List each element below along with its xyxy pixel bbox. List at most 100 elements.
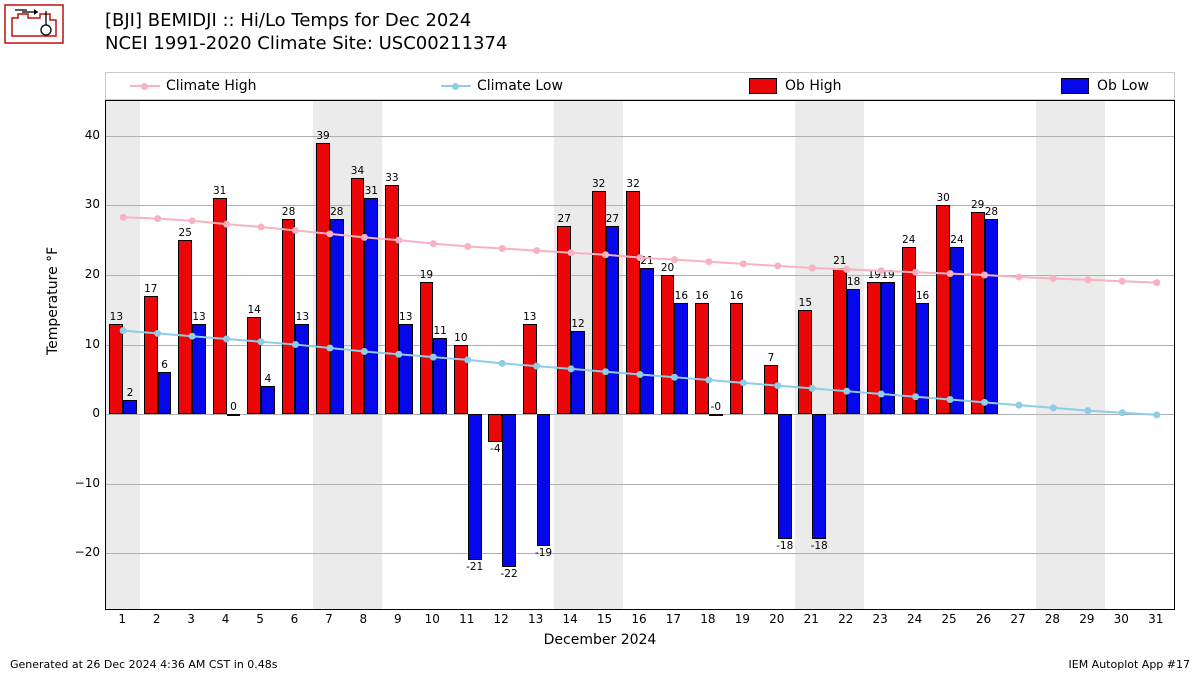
ob-high-bar bbox=[902, 247, 916, 414]
ob-low-bar bbox=[468, 414, 482, 560]
ob-low-bar bbox=[571, 331, 585, 415]
bar-value-label: 13 bbox=[192, 311, 205, 323]
x-tick-label: 12 bbox=[494, 612, 509, 626]
x-tick-label: 10 bbox=[425, 612, 440, 626]
x-tick-label: 19 bbox=[735, 612, 750, 626]
bar-value-label: 27 bbox=[606, 213, 619, 225]
ob-low-bar bbox=[950, 247, 964, 414]
x-tick-label: 8 bbox=[360, 612, 368, 626]
ob-low-bar bbox=[881, 282, 895, 414]
x-tick-label: 11 bbox=[459, 612, 474, 626]
x-tick-label: 17 bbox=[666, 612, 681, 626]
bar-value-label: -19 bbox=[535, 547, 552, 559]
ob-high-bar bbox=[247, 317, 261, 414]
ob-low-bar bbox=[674, 303, 688, 414]
ob-low-bar bbox=[502, 414, 516, 567]
x-tick-label: 3 bbox=[187, 612, 195, 626]
x-tick-label: 21 bbox=[804, 612, 819, 626]
ob-high-bar bbox=[764, 365, 778, 414]
ob-high-bar bbox=[488, 414, 502, 442]
legend: Climate High Climate Low Ob High Ob Low bbox=[105, 72, 1175, 100]
y-tick-label: 10 bbox=[60, 337, 100, 351]
y-tick-label: −10 bbox=[60, 476, 100, 490]
bar-value-label: 24 bbox=[902, 234, 915, 246]
legend-climate-low: Climate Low bbox=[441, 78, 563, 94]
bar-value-label: 7 bbox=[768, 352, 775, 364]
x-tick-label: 24 bbox=[907, 612, 922, 626]
bar-value-label: 16 bbox=[675, 290, 688, 302]
legend-label: Ob High bbox=[785, 78, 842, 94]
ob-high-bar bbox=[798, 310, 812, 414]
bar-value-label: 17 bbox=[144, 283, 157, 295]
ob-high-bar bbox=[661, 275, 675, 414]
x-tick-label: 30 bbox=[1114, 612, 1129, 626]
bar-value-label: 2 bbox=[127, 387, 134, 399]
bar-value-label: 11 bbox=[433, 325, 446, 337]
bar-value-label: 21 bbox=[640, 255, 653, 267]
x-tick-label: 20 bbox=[769, 612, 784, 626]
x-tick-label: 25 bbox=[941, 612, 956, 626]
ob-low-bar bbox=[364, 198, 378, 414]
bar-value-label: -0 bbox=[711, 401, 721, 413]
gridline bbox=[106, 414, 1174, 415]
x-tick-label: 9 bbox=[394, 612, 402, 626]
y-tick-label: 20 bbox=[60, 267, 100, 281]
ob-high-bar bbox=[316, 143, 330, 414]
bar-value-label: 39 bbox=[316, 130, 329, 142]
chart-title: [BJI] BEMIDJI :: Hi/Lo Temps for Dec 202… bbox=[105, 10, 507, 55]
ob-high-bar bbox=[730, 303, 744, 414]
bar-value-label: 29 bbox=[971, 199, 984, 211]
title-line-1: [BJI] BEMIDJI :: Hi/Lo Temps for Dec 202… bbox=[105, 10, 507, 33]
x-tick-label: 28 bbox=[1045, 612, 1060, 626]
ob-low-bar bbox=[227, 414, 241, 416]
x-tick-label: 7 bbox=[325, 612, 333, 626]
x-tick-label: 4 bbox=[222, 612, 230, 626]
bar-value-label: 24 bbox=[950, 234, 963, 246]
x-tick-label: 26 bbox=[976, 612, 991, 626]
x-tick-label: 5 bbox=[256, 612, 264, 626]
ob-low-bar bbox=[916, 303, 930, 414]
ob-low-bar bbox=[812, 414, 826, 539]
x-tick-label: 16 bbox=[631, 612, 646, 626]
bar-value-label: 16 bbox=[730, 290, 743, 302]
x-axis-label: December 2024 bbox=[0, 632, 1200, 648]
bar-value-label: 32 bbox=[592, 178, 605, 190]
x-tick-label: 18 bbox=[700, 612, 715, 626]
x-tick-label: 2 bbox=[153, 612, 161, 626]
x-tick-label: 15 bbox=[597, 612, 612, 626]
legend-label: Climate High bbox=[166, 78, 257, 94]
bar-value-label: 10 bbox=[454, 332, 467, 344]
ob-high-bar bbox=[833, 268, 847, 414]
ob-low-bar bbox=[192, 324, 206, 414]
bar-value-label: 13 bbox=[296, 311, 309, 323]
ob-high-bar bbox=[144, 296, 158, 414]
ob-high-bar bbox=[867, 282, 881, 414]
footer-app: IEM Autoplot App #17 bbox=[1069, 658, 1191, 671]
ob-high-bar bbox=[351, 178, 365, 415]
bar-value-label: 14 bbox=[247, 304, 260, 316]
weekend-band bbox=[1036, 101, 1070, 609]
x-tick-label: 31 bbox=[1148, 612, 1163, 626]
ob-low-bar bbox=[295, 324, 309, 414]
legend-climate-high: Climate High bbox=[130, 78, 257, 94]
ob-low-bar bbox=[640, 268, 654, 414]
gridline bbox=[106, 205, 1174, 206]
y-tick-label: −20 bbox=[60, 545, 100, 559]
ob-high-bar bbox=[695, 303, 709, 414]
bar-value-label: 6 bbox=[161, 359, 168, 371]
gridline bbox=[106, 484, 1174, 485]
bar-value-label: -18 bbox=[811, 540, 828, 552]
footer-generated: Generated at 26 Dec 2024 4:36 AM CST in … bbox=[10, 658, 278, 671]
legend-ob-low: Ob Low bbox=[1061, 78, 1149, 94]
bar-value-label: 30 bbox=[936, 192, 949, 204]
ob-high-bar bbox=[592, 191, 606, 414]
bar-value-label: 19 bbox=[420, 269, 433, 281]
bar-value-label: 12 bbox=[571, 318, 584, 330]
y-axis-label: Temperature °F bbox=[45, 247, 61, 355]
ob-low-bar bbox=[778, 414, 792, 539]
ob-low-bar bbox=[330, 219, 344, 414]
ob-low-bar bbox=[261, 386, 275, 414]
ob-low-bar bbox=[433, 338, 447, 415]
ob-low-bar bbox=[606, 226, 620, 414]
ob-high-bar bbox=[626, 191, 640, 414]
